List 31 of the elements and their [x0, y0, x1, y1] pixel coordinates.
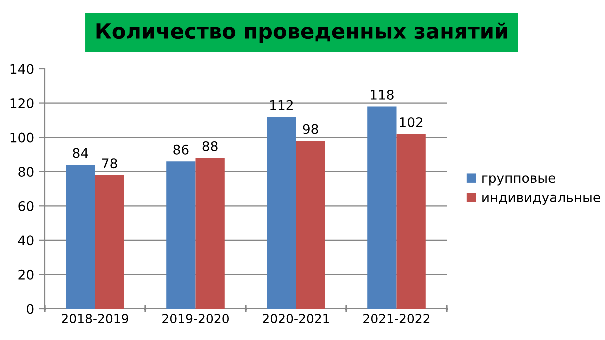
x-tick-label: 2018-2019 [62, 314, 128, 324]
chart-title: Количество проведенных занятий [96, 22, 508, 44]
y-tick-label: 20 [18, 270, 34, 280]
x-tick-label: 2021-2022 [364, 314, 430, 324]
bar [368, 106, 397, 309]
bar [396, 134, 426, 309]
bar [296, 141, 326, 309]
data-label: 88 [202, 141, 218, 152]
y-tick-label: 0 [27, 304, 34, 314]
x-tick-label: 2019-2020 [162, 314, 229, 324]
y-tick-label: 140 [10, 64, 34, 74]
legend-label: индивидуальные [482, 194, 600, 206]
bar [196, 158, 225, 309]
data-label: 112 [270, 100, 293, 110]
bar [95, 175, 124, 309]
bar [267, 117, 296, 309]
y-tick-label: 100 [10, 132, 34, 143]
bar [66, 165, 96, 309]
y-tick-label: 120 [10, 98, 34, 108]
data-label: 118 [371, 90, 394, 100]
data-label: 102 [400, 117, 423, 128]
x-tick-label: 2020-2021 [263, 314, 330, 324]
data-label: 98 [303, 124, 318, 134]
data-label: 86 [174, 144, 189, 155]
bar [166, 162, 196, 309]
y-tick-label: 40 [18, 236, 34, 246]
legend-label: групповые [482, 176, 556, 186]
y-tick-label: 80 [18, 167, 34, 178]
y-tick-label: 60 [18, 201, 34, 212]
data-label: 78 [102, 158, 118, 169]
data-label: 84 [73, 148, 88, 158]
